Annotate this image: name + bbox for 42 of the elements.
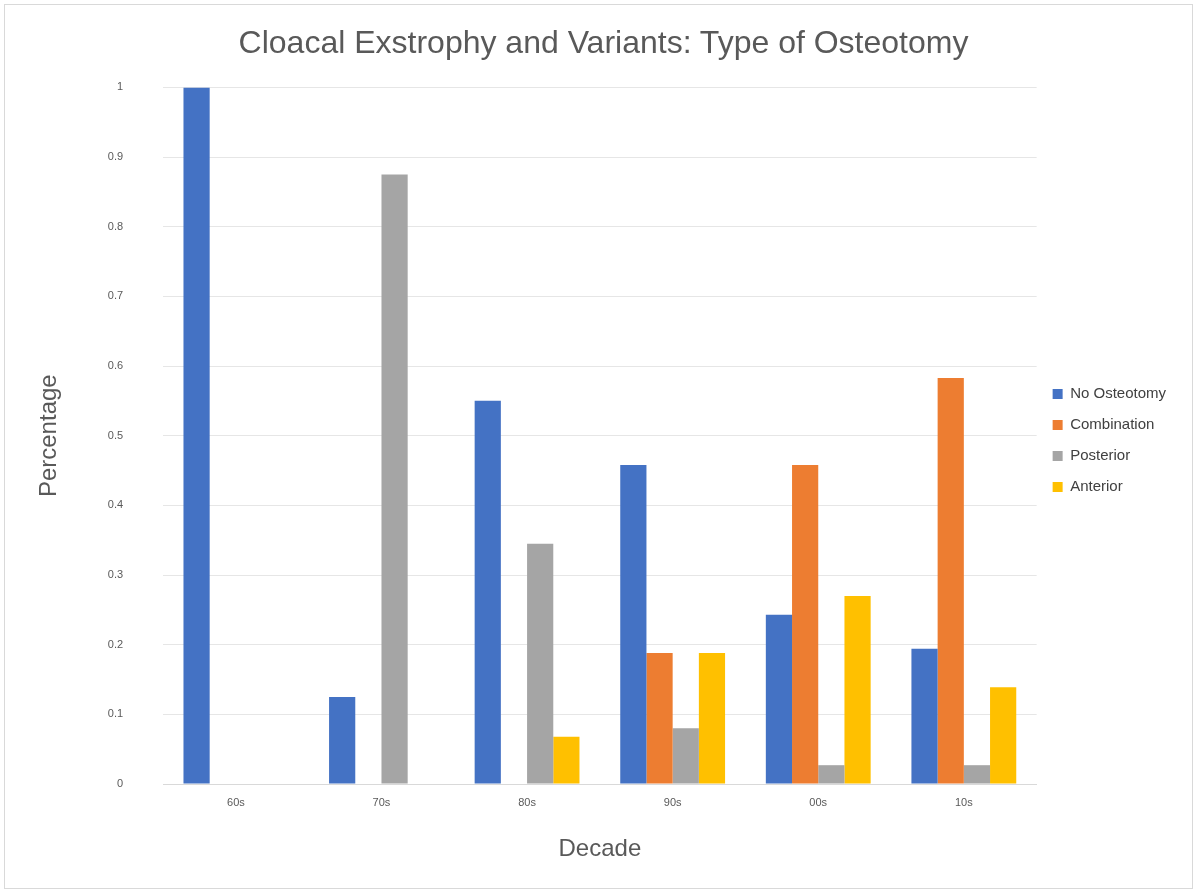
chart-title: Cloacal Exstrophy and Variants: Type of Osteotomy: [238, 24, 969, 61]
y-tick-label: 1: [116, 80, 124, 93]
x-tick-label: 60s: [227, 795, 246, 808]
y-axis-title: Percentage: [34, 374, 62, 498]
bar: [527, 543, 554, 784]
y-tick-label: 0.4: [107, 498, 124, 511]
x-axis-title: Decade: [558, 834, 642, 862]
legend-label: Anterior: [1070, 477, 1123, 495]
bar: [620, 464, 647, 784]
legend-label: No Osteotomy: [1070, 384, 1167, 402]
bar: [911, 648, 938, 784]
y-tick-label: 0.2: [107, 637, 124, 650]
y-tick-label: 0.8: [107, 219, 124, 232]
bar: [844, 595, 871, 784]
bar: [183, 87, 210, 784]
bar: [474, 400, 501, 784]
y-tick-label: 0.7: [107, 289, 124, 302]
bar: [937, 377, 964, 784]
bar: [329, 696, 356, 784]
y-tick-label: 0: [116, 777, 124, 790]
bar: [963, 765, 991, 784]
bar: [698, 653, 726, 784]
y-tick-label: 0.1: [107, 707, 124, 720]
x-tick-label: 90s: [663, 795, 683, 808]
x-tick-label: 00s: [809, 795, 828, 808]
x-tick-label: 10s: [954, 795, 974, 808]
bar: [818, 765, 845, 784]
bar: [990, 687, 1017, 784]
y-tick-label: 0.6: [107, 359, 124, 372]
bar: [553, 736, 580, 784]
legend-label: Posterior: [1070, 446, 1131, 464]
y-tick-label: 0.5: [107, 428, 124, 441]
bar: [381, 174, 408, 784]
y-tick-label: 0.9: [107, 150, 124, 163]
bar: [646, 653, 673, 784]
x-tick-label: 70s: [372, 795, 391, 808]
bar: [672, 728, 699, 784]
y-tick-label: 0.3: [107, 568, 124, 581]
x-tick-label: 80s: [518, 795, 537, 808]
bar: [765, 614, 793, 784]
legend-label: Combination: [1070, 415, 1155, 433]
bar: [792, 464, 819, 784]
